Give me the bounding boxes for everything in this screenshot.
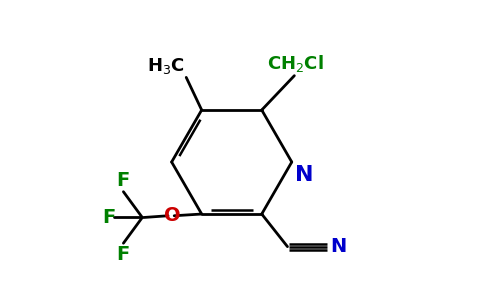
Text: F: F bbox=[116, 171, 129, 190]
Text: F: F bbox=[102, 208, 115, 227]
Text: N: N bbox=[295, 165, 313, 185]
Text: CH$_2$Cl: CH$_2$Cl bbox=[267, 53, 323, 74]
Text: N: N bbox=[331, 237, 347, 256]
Text: O: O bbox=[164, 206, 181, 225]
Text: F: F bbox=[116, 245, 129, 264]
Text: H$_3$C: H$_3$C bbox=[147, 56, 184, 76]
